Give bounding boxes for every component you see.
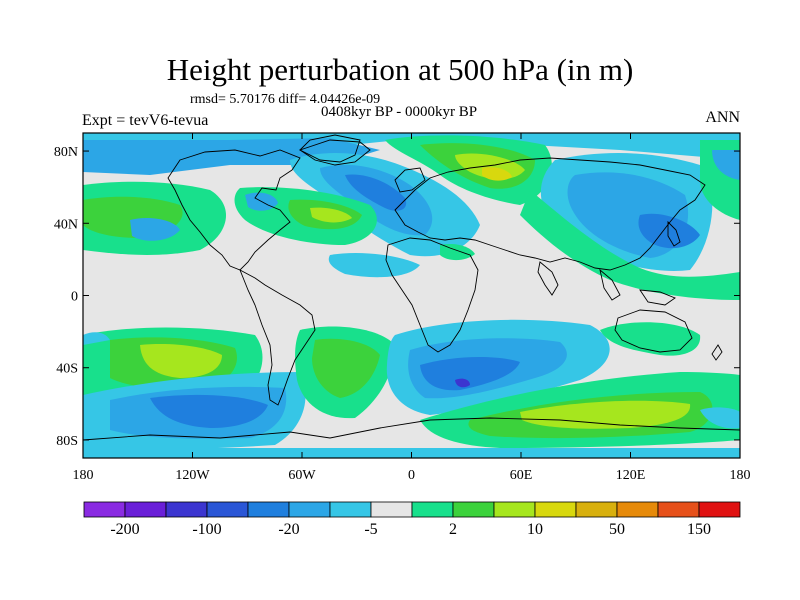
colorbar-label: -5 (364, 521, 377, 538)
nafrica-low (328, 253, 420, 278)
lat-label: 40S (56, 362, 78, 377)
lon-label: 60W (288, 468, 316, 483)
arabia-positive (440, 244, 475, 261)
colorbar-swatch (288, 501, 331, 518)
lon-label: 0 (408, 468, 415, 483)
lat-label: 0 (71, 290, 78, 305)
sopacific-low-core (150, 394, 268, 428)
stats-subtitle: rmsd= 5.70176 diff= 4.04426e-09 (190, 92, 381, 107)
colorbar-swatch (206, 501, 249, 518)
indian-low-min (455, 378, 470, 388)
lon-label: 120W (175, 468, 210, 483)
lon-label: 60E (510, 468, 533, 483)
npacific-small-low (130, 218, 180, 241)
colorbar-swatch (247, 501, 290, 518)
spacific-low-edge (83, 332, 110, 345)
plot-title: Height perturbation at 500 hPa (in m) (166, 52, 634, 87)
arctic-blue-west (83, 138, 380, 175)
colorbar-swatch (452, 501, 495, 518)
npacific-low-east (712, 150, 740, 180)
colorbar-label: 2 (449, 521, 457, 538)
colorbar-swatch (493, 501, 536, 518)
period-label: 0408kyr BP - 0000kyr BP (321, 104, 478, 120)
lat-label: 80S (56, 434, 78, 449)
satlantic-positive-core (312, 338, 380, 398)
colorbar-swatch (411, 501, 454, 518)
colorbar-swatch (124, 501, 167, 518)
australia-positive (600, 322, 701, 356)
southern-ocean-positive-core (520, 400, 691, 429)
subtropic-asia-positive (520, 190, 740, 300)
colorbar-swatch (616, 501, 659, 518)
lat-label: 40N (54, 217, 78, 232)
lon-label: 180 (73, 468, 94, 483)
colorbar-label: -100 (192, 521, 221, 538)
map-axes: 80N 40N 0 40S 80S 180 120W 60W 0 60E 120E 180 (54, 133, 751, 483)
experiment-label: Expt = tevV6-tevua (82, 112, 209, 129)
atlantic-low-core (345, 174, 407, 211)
spacific-positive-core (140, 344, 222, 378)
colorbar-swatch (534, 501, 577, 518)
season-label: ANN (705, 109, 740, 126)
anomaly-fields (83, 133, 740, 458)
colorbar-label: 10 (527, 521, 543, 538)
colorbar-label: -200 (110, 521, 139, 538)
coastlines (83, 134, 740, 441)
colorbar-swatch (657, 501, 700, 518)
lon-label: 180 (730, 468, 751, 483)
lon-label: 120E (616, 468, 646, 483)
colorbar-swatch (329, 501, 372, 518)
se-small-low (700, 407, 740, 429)
colorbar: -200 -100 -20 -5 2 10 50 150 (83, 501, 741, 538)
colorbar-label: -20 (278, 521, 299, 538)
colorbar-swatch (575, 501, 618, 518)
colorbar-label: 150 (687, 521, 711, 538)
siberia-high-core (482, 167, 512, 181)
lat-label: 80N (54, 145, 78, 160)
colorbar-swatch (370, 501, 413, 518)
colorbar-swatch (83, 501, 126, 518)
atlantic-high-core (310, 207, 352, 223)
eastasia-low-core (638, 213, 700, 249)
indian-low-core (420, 356, 520, 391)
colorbar-swatch (165, 501, 208, 518)
colorbar-label: 50 (609, 521, 625, 538)
colorbar-swatch (698, 501, 741, 518)
